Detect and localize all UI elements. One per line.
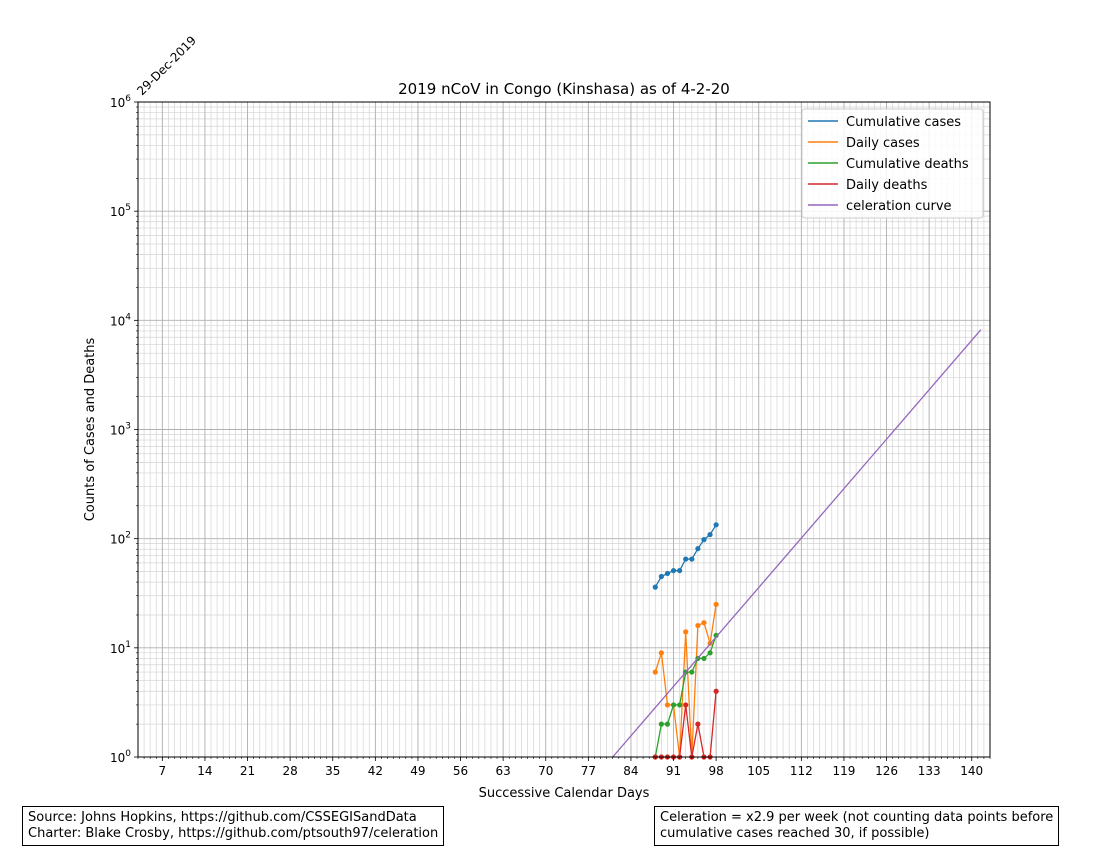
x-tick-label: 140 xyxy=(960,764,983,778)
data-point xyxy=(713,688,719,694)
data-point xyxy=(695,721,701,727)
data-point xyxy=(683,702,689,708)
y-tick-label: 104 xyxy=(110,312,131,328)
data-point xyxy=(652,584,658,590)
data-point xyxy=(695,546,701,552)
data-point xyxy=(664,702,671,708)
series-layer xyxy=(612,329,982,760)
data-point xyxy=(707,650,713,656)
data-point xyxy=(713,601,719,607)
x-tick-label: 105 xyxy=(747,764,770,778)
x-tick-label: 21 xyxy=(240,764,255,778)
legend-label: Daily deaths xyxy=(846,178,928,193)
x-tick-label: 42 xyxy=(368,764,383,778)
data-point xyxy=(689,669,695,675)
celeration-note: Celeration = x2.9 per week (not counting… xyxy=(654,806,1060,846)
x-tick-label: 63 xyxy=(496,764,511,778)
data-point xyxy=(689,556,695,562)
x-axis-label: Successive Calendar Days xyxy=(479,786,650,801)
legend-frame xyxy=(801,108,984,219)
data-point xyxy=(652,669,658,675)
x-tick-label: 35 xyxy=(325,764,340,778)
data-point xyxy=(701,655,707,662)
data-point xyxy=(658,721,664,727)
data-point xyxy=(664,721,671,727)
y-tick-label: 100 xyxy=(110,749,131,765)
x-tick-label: 91 xyxy=(666,764,681,778)
y-tick-label: 101 xyxy=(110,640,131,656)
data-point xyxy=(664,570,671,577)
legend-label: Cumulative cases xyxy=(846,115,961,130)
x-tick-label: 119 xyxy=(832,764,855,778)
legend-label: celeration curve xyxy=(846,199,952,214)
data-point xyxy=(713,522,719,528)
x-tick-label: 84 xyxy=(623,764,638,778)
x-tick-label: 49 xyxy=(410,764,425,778)
celeration-line-1: Celeration = x2.9 per week (not counting… xyxy=(660,810,1054,825)
celeration-line-2: cumulative cases reached 30, if possible… xyxy=(660,826,930,841)
chart-title: 2019 nCoV in Congo (Kinshasa) as of 4-2-… xyxy=(398,80,730,98)
y-tick-label: 103 xyxy=(110,422,131,438)
x-tick-label: 112 xyxy=(790,764,813,778)
x-tick-label: 28 xyxy=(283,764,298,778)
y-tick-label: 106 xyxy=(110,94,131,110)
data-point xyxy=(658,573,664,580)
data-point xyxy=(670,702,677,708)
data-point xyxy=(677,567,683,574)
data-point xyxy=(701,537,707,543)
x-tick-label: 98 xyxy=(709,764,724,778)
data-point xyxy=(683,629,689,635)
charter-line: Charter: Blake Crosby, https://github.co… xyxy=(28,826,439,841)
data-point xyxy=(670,567,677,574)
data-point xyxy=(713,632,719,638)
start-date-label: 29-Dec-2019 xyxy=(134,33,199,98)
x-tick-label: 14 xyxy=(197,764,212,778)
x-tick-label: 56 xyxy=(453,764,468,778)
data-point xyxy=(658,650,664,656)
y-axis-label: Counts of Cases and Deaths xyxy=(83,337,98,521)
x-tick-label: 70 xyxy=(538,764,553,778)
data-point xyxy=(707,531,713,538)
source-line: Source: Johns Hopkins, https://github.co… xyxy=(28,810,417,825)
legend: Cumulative cases Daily cases Cumulative de… xyxy=(801,108,984,219)
x-tick-label: 77 xyxy=(581,764,596,778)
x-tick-label: 7 xyxy=(159,764,167,778)
y-tick-label: 105 xyxy=(110,203,131,219)
data-point xyxy=(677,702,683,708)
x-tick-label: 126 xyxy=(875,764,898,778)
series-line xyxy=(612,329,982,758)
y-tick-label: 102 xyxy=(110,531,131,547)
legend-label: Daily cases xyxy=(846,136,920,151)
data-point xyxy=(683,556,689,562)
axis-ticks: 7 14 21 28 35 42 49 56 63 70 77 84 91 98 105 112 119 126 1… xyxy=(110,94,991,778)
legend-label: Cumulative deaths xyxy=(846,157,969,172)
data-point xyxy=(695,622,701,629)
source-note: Source: Johns Hopkins, https://github.co… xyxy=(22,806,445,846)
data-point xyxy=(701,620,707,626)
x-tick-label: 133 xyxy=(918,764,941,778)
